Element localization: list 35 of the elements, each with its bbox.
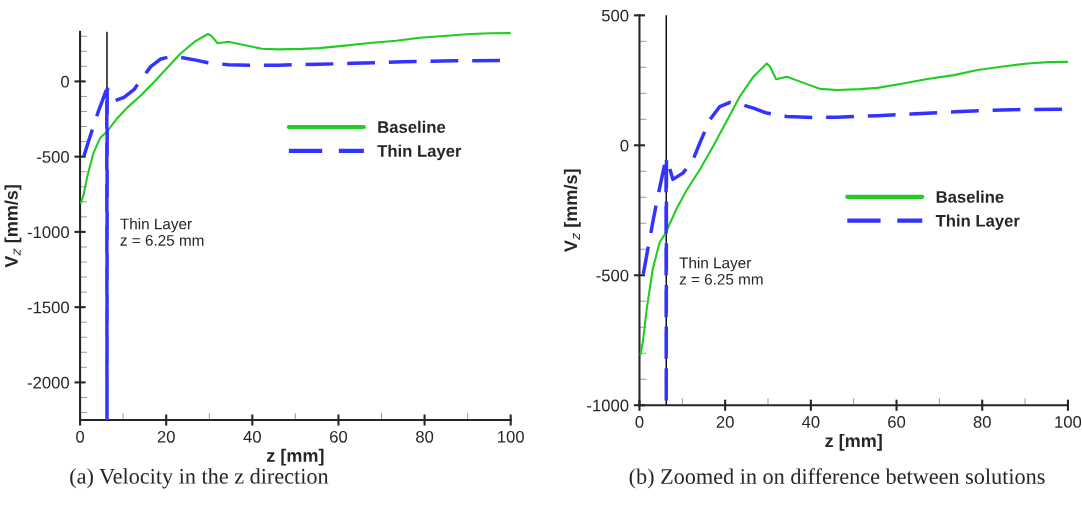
y-axis-title: V$_{z}$ [mm/s] — [4, 185, 22, 268]
y-tick-label: -1000 — [587, 399, 629, 412]
line-series — [639, 60, 1068, 357]
text: (b) Zoomed in on difference between solutions — [629, 468, 1045, 489]
x-tick-label: 40 — [801, 416, 820, 428]
y-tick-label: -500 — [37, 151, 69, 163]
x-tick-label: 40 — [243, 430, 261, 443]
x-tick-label: 100 — [1055, 416, 1082, 428]
y-tick-label: 0 — [620, 139, 629, 152]
y-tick-label: 0 — [61, 75, 69, 88]
x-tick-label: 60 — [330, 430, 348, 443]
x-tick-label: 80 — [973, 416, 991, 428]
text: (a) Velocity in the z direction — [70, 468, 329, 489]
y-axis-title: V$_{z}$ [mm/s] — [563, 169, 581, 252]
x-axis-title: z [mm] — [267, 448, 324, 466]
x-tick-label: 20 — [716, 416, 734, 428]
y-tick-label: -2000 — [27, 376, 69, 389]
y-tick-label: -500 — [596, 269, 629, 282]
x-tick-label: 60 — [888, 416, 906, 428]
ref-line-label: Thin Layer z = 6.25 mm — [120, 218, 204, 246]
y-tick-label: -1500 — [27, 301, 69, 314]
x-tick-label: 0 — [635, 416, 644, 428]
x-axis-title: z [mm] — [825, 433, 882, 451]
legend-label: Baseline — [936, 190, 1004, 203]
x-tick-label: 100 — [498, 430, 524, 443]
legend-label: Baseline — [378, 120, 446, 133]
y-tick-label: -1000 — [27, 226, 69, 239]
y-tick-label: 500 — [601, 9, 629, 22]
line-series — [80, 32, 511, 204]
x-tick-label: 20 — [157, 430, 175, 443]
legend-label: Thin Layer — [935, 214, 1020, 230]
legend-label: Thin Layer — [377, 144, 462, 161]
x-tick-label: 0 — [76, 430, 85, 443]
ref-line-label: Thin Layer z = 6.25 mm — [679, 257, 763, 285]
x-tick-label: 80 — [416, 430, 434, 443]
